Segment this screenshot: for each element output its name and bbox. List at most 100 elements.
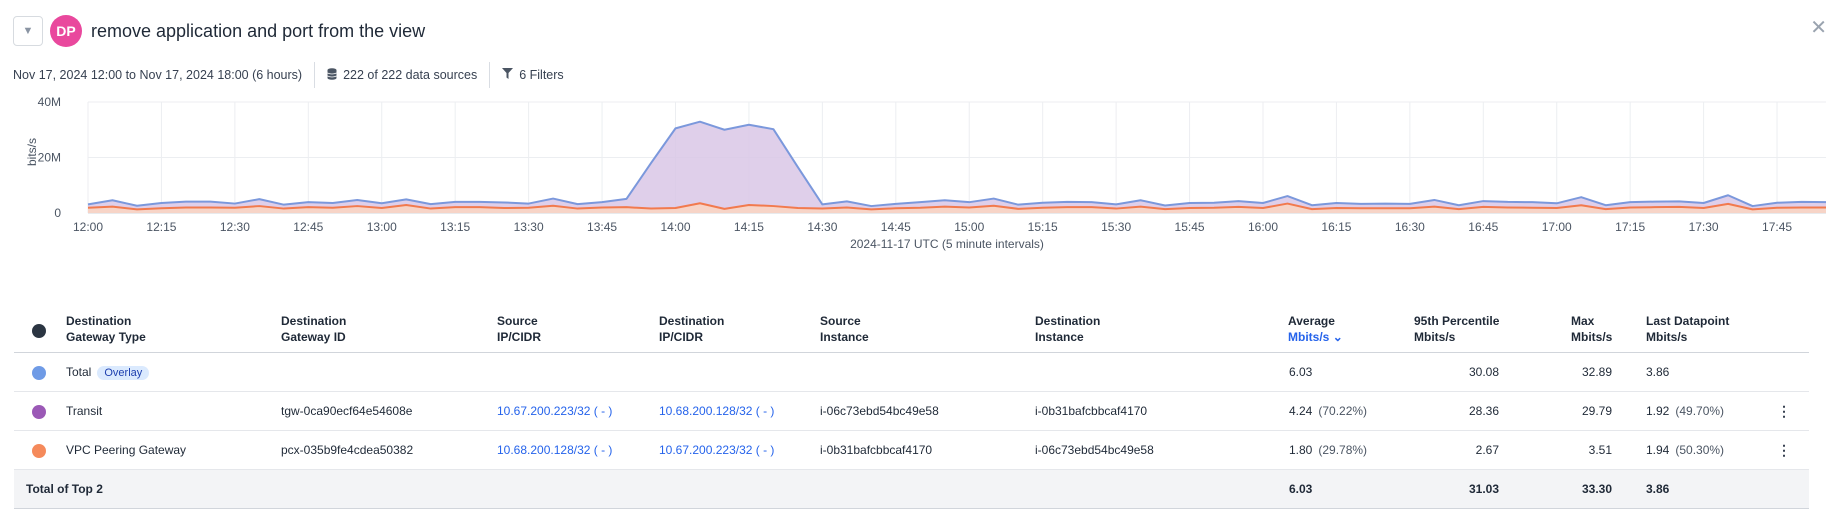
last-value: 1.94 xyxy=(1646,443,1670,457)
x-tick-label: 12:00 xyxy=(73,220,103,234)
destination-ip-link[interactable]: 10.68.200.128/32 ( - ) xyxy=(659,404,775,418)
x-tick-label: 17:00 xyxy=(1542,220,1572,234)
avg-value: 1.80 xyxy=(1289,443,1313,457)
x-tick-label: 15:30 xyxy=(1101,220,1131,234)
x-axis-label: 2024-11-17 UTC (5 minute intervals) xyxy=(850,237,1044,251)
divider xyxy=(489,62,491,88)
avatar: DP xyxy=(50,15,82,47)
x-tick-label: 17:15 xyxy=(1615,220,1645,234)
x-tick-label: 16:45 xyxy=(1468,220,1498,234)
x-tick-label: 14:30 xyxy=(807,220,837,234)
avg-value: 4.24 xyxy=(1289,404,1313,418)
last-value: 3.86 xyxy=(1646,482,1670,496)
last-percent: (49.70%) xyxy=(1675,404,1725,418)
col-source-ip[interactable]: Source IP/CIDR xyxy=(497,314,542,344)
max-value: 32.89 xyxy=(1581,365,1612,379)
x-tick-label: 15:00 xyxy=(954,220,984,234)
p95-value: 31.03 xyxy=(1468,482,1499,496)
all-series-dot[interactable] xyxy=(32,324,46,338)
x-tick-label: 16:00 xyxy=(1248,220,1278,234)
gateway-type: Transit xyxy=(66,404,103,418)
series-line-vpc-peering xyxy=(87,202,1826,211)
gateway-id: pcx-035b9fe4cdea50382 xyxy=(281,443,414,457)
divider xyxy=(314,62,316,88)
filters-label[interactable]: 6 Filters xyxy=(519,68,564,82)
table-row-total[interactable]: Total Overlay 6.03 30.08 32.89 3.86 xyxy=(14,353,1809,392)
source-ip-link[interactable]: 10.68.200.128/32 ( - ) xyxy=(497,443,613,457)
avg-value: 6.03 xyxy=(1289,482,1313,496)
filter-icon xyxy=(502,68,514,82)
x-tick-label: 14:15 xyxy=(734,220,764,234)
traffic-chart: 0 20M 40M 12:00 12:15 12:30 12:45 13:00 13:15 13:… xyxy=(0,92,1841,302)
x-tick-label: 14:00 xyxy=(660,220,690,234)
p95-value: 28.36 xyxy=(1468,404,1499,418)
col-gateway-type[interactable]: Destination Gateway Type xyxy=(66,314,146,344)
table-row[interactable]: Transit tgw-0ca90ecf64e54608e 10.67.200.… xyxy=(14,392,1809,431)
time-range-label[interactable]: Nov 17, 2024 12:00 to Nov 17, 2024 18:00… xyxy=(13,68,303,82)
database-icon xyxy=(327,67,337,83)
data-sources-label[interactable]: 222 of 222 data sources xyxy=(343,68,478,82)
col-gateway-id[interactable]: Destination Gateway ID xyxy=(281,314,347,344)
table-row[interactable]: VPC Peering Gateway pcx-035b9fe4cdea5038… xyxy=(14,431,1809,470)
last-value: 1.92 xyxy=(1646,404,1670,418)
series-line-total xyxy=(87,120,1827,208)
x-tick-label: 13:45 xyxy=(587,220,617,234)
x-tick-label: 17:30 xyxy=(1689,220,1719,234)
x-tick-label: 12:45 xyxy=(293,220,323,234)
row-menu-icon[interactable]: ⋮ xyxy=(1777,442,1791,458)
x-tick-label: 14:45 xyxy=(881,220,911,234)
query-summary-bar: Nov 17, 2024 12:00 to Nov 17, 2024 18:00… xyxy=(13,62,564,88)
view-header: ▼ DP remove application and port from th… xyxy=(13,14,425,48)
col-destination-instance[interactable]: Destination Instance xyxy=(1035,314,1101,344)
y-tick-label: 0 xyxy=(54,206,61,220)
series-area-vpc-peering xyxy=(88,203,1826,213)
x-tick-label: 15:15 xyxy=(1028,220,1058,234)
row-menu-icon[interactable]: ⋮ xyxy=(1777,403,1791,419)
series-area-total xyxy=(88,121,1826,213)
series-color-dot[interactable] xyxy=(32,405,46,419)
x-tick-label: 13:30 xyxy=(514,220,544,234)
p95-value: 2.67 xyxy=(1475,443,1499,457)
overlay-badge: Overlay xyxy=(97,366,150,380)
col-average[interactable]: Average Mbits/s ⌄ xyxy=(1288,314,1343,344)
max-value: 33.30 xyxy=(1581,482,1612,496)
view-title: remove application and port from the vie… xyxy=(91,20,426,41)
x-tick-label: 17:45 xyxy=(1762,220,1792,234)
x-tick-label: 16:30 xyxy=(1395,220,1425,234)
x-tick-label: 12:30 xyxy=(220,220,250,234)
footer-label: Total of Top 2 xyxy=(26,482,103,496)
source-ip-link[interactable]: 10.67.200.223/32 ( - ) xyxy=(497,404,613,418)
col-source-instance[interactable]: Source Instance xyxy=(820,314,869,344)
series-color-dot[interactable] xyxy=(32,366,46,380)
max-value: 3.51 xyxy=(1588,443,1612,457)
x-tick-label: 16:15 xyxy=(1321,220,1351,234)
avg-percent: (70.22%) xyxy=(1318,404,1368,418)
avg-percent: (29.78%) xyxy=(1318,443,1368,457)
series-color-dot[interactable] xyxy=(32,444,46,458)
y-tick-label: 20M xyxy=(38,151,61,165)
y-axis-label: bits/s xyxy=(25,138,39,166)
col-last-datapoint[interactable]: Last Datapoint Mbits/s xyxy=(1646,314,1730,344)
p95-value: 30.08 xyxy=(1468,365,1499,379)
last-value: 3.86 xyxy=(1646,365,1670,379)
caret-down-icon: ▼ xyxy=(22,25,34,37)
last-percent: (50.30%) xyxy=(1675,443,1725,457)
col-max[interactable]: Max Mbits/s xyxy=(1571,314,1613,344)
x-tick-label: 12:15 xyxy=(146,220,176,234)
col-destination-ip[interactable]: Destination IP/CIDR xyxy=(659,314,725,344)
destination-ip-link[interactable]: 10.67.200.223/32 ( - ) xyxy=(659,443,775,457)
x-tick-label: 13:15 xyxy=(440,220,470,234)
sort-desc-icon[interactable]: ⌄ xyxy=(1332,330,1343,344)
row-label: Total xyxy=(66,365,92,379)
avg-value: 6.03 xyxy=(1289,365,1313,379)
source-instance: i-0b31bafcbbcaf4170 xyxy=(820,443,933,457)
destination-instance: i-0b31bafcbbcaf4170 xyxy=(1035,404,1148,418)
table-header-row: Destination Gateway Type Destination Gatew… xyxy=(14,309,1809,353)
collapse-dropdown-button[interactable]: ▼ xyxy=(13,16,43,46)
close-icon[interactable]: ✕ xyxy=(1810,17,1827,39)
source-instance: i-06c73ebd54bc49e58 xyxy=(820,404,939,418)
table-footer-total: Total of Top 2 6.03 31.03 33.30 3.86 xyxy=(14,470,1809,509)
gateway-id: tgw-0ca90ecf64e54608e xyxy=(281,404,413,418)
col-95th-percentile[interactable]: 95th Percentile Mbits/s xyxy=(1414,314,1500,344)
destination-instance: i-06c73ebd54bc49e58 xyxy=(1035,443,1154,457)
